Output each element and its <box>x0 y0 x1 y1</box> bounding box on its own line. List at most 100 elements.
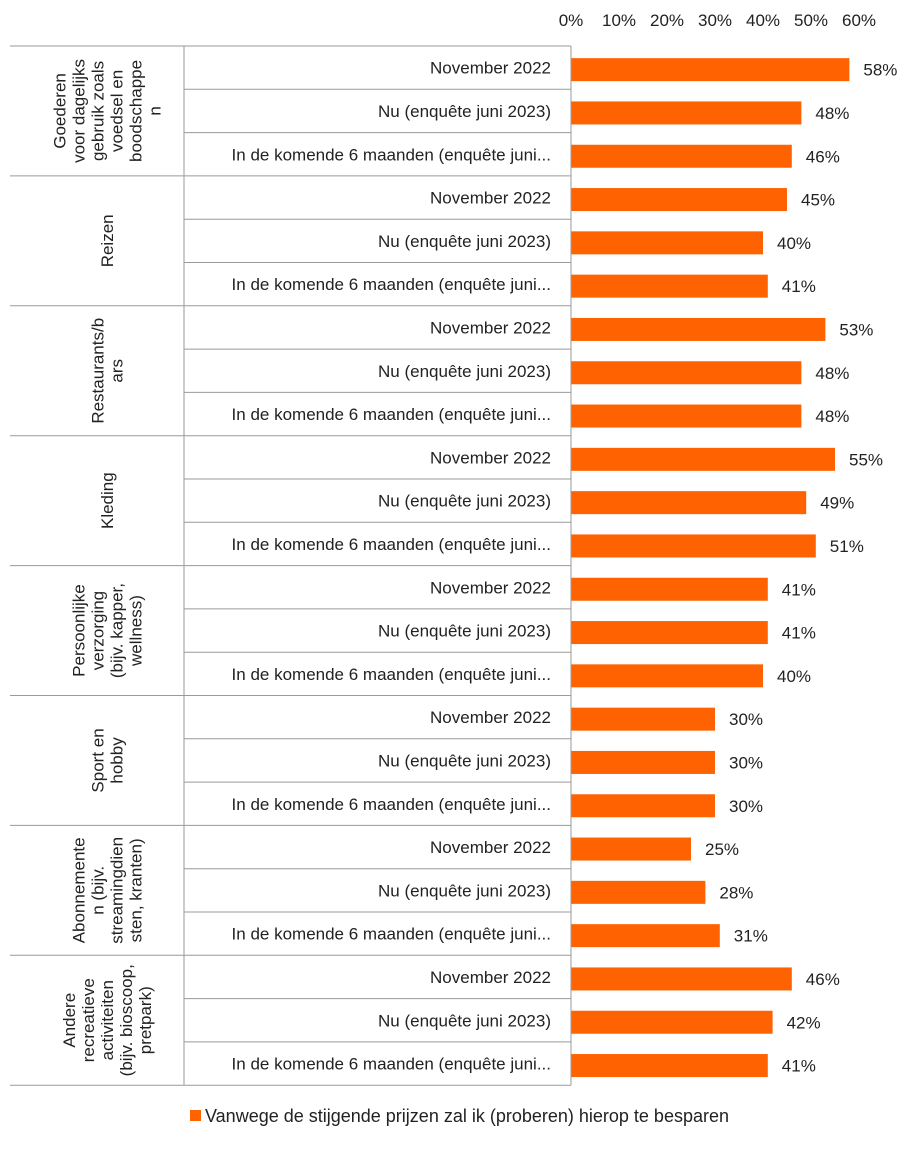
subcategory-label: Nu (enquête juni 2023) <box>378 881 551 900</box>
bar-value-label: 30% <box>729 753 763 772</box>
group-label-line: Kleding <box>98 472 117 529</box>
group-label-line: Reizen <box>98 214 117 267</box>
subcategory-label: Nu (enquête juni 2023) <box>378 492 551 511</box>
bar-value-label: 53% <box>839 320 873 339</box>
subcategory-label: In de komende 6 maanden (enquête juni... <box>232 795 551 814</box>
bar <box>571 621 768 645</box>
group-label: Sport enhobby <box>89 728 127 792</box>
bar <box>571 491 807 515</box>
group-label-line: ars <box>108 359 127 383</box>
subcategory-label: November 2022 <box>430 189 551 208</box>
subcategory-label: In de komende 6 maanden (enquête juni... <box>232 145 551 164</box>
legend: Vanwege de stijgende prijzen zal ik (pro… <box>0 1106 919 1127</box>
group-label-line: pretpark) <box>136 986 155 1054</box>
bar <box>571 837 691 861</box>
bar-value-label: 30% <box>729 710 763 729</box>
group-label-line: gebruik zoals <box>89 61 108 161</box>
bar <box>571 534 816 558</box>
group-label-line: (bijv. kapper, <box>108 583 127 678</box>
bar <box>571 231 763 255</box>
bar <box>571 58 850 82</box>
group-label-line: (bijv. bioscoop, <box>117 964 136 1076</box>
subcategory-label: In de komende 6 maanden (enquête juni... <box>232 275 551 294</box>
bar-value-label: 42% <box>787 1013 821 1032</box>
group-label-line: hobby <box>108 737 127 784</box>
x-tick-label: 10% <box>602 11 636 30</box>
bar-value-label: 28% <box>719 883 753 902</box>
subcategory-label: In de komende 6 maanden (enquête juni... <box>232 665 551 684</box>
subcategory-label: Nu (enquête juni 2023) <box>378 362 551 381</box>
group-label-line: n (bijv. <box>89 866 108 915</box>
group-label-line: recreatieve <box>79 978 98 1062</box>
group-label-line: Andere <box>60 993 79 1048</box>
bar-value-label: 58% <box>863 61 897 80</box>
bar-value-label: 41% <box>782 1057 816 1076</box>
bar-value-label: 46% <box>806 970 840 989</box>
subcategory-label: November 2022 <box>430 318 551 337</box>
subcategory-label: Nu (enquête juni 2023) <box>378 1011 551 1030</box>
group-label-line: Abonnemente <box>70 837 89 943</box>
bar-value-label: 40% <box>777 667 811 686</box>
group-label-line: Goederen <box>51 73 70 149</box>
bar-value-label: 48% <box>815 104 849 123</box>
group-label-line: wellness) <box>127 595 146 667</box>
bar <box>571 924 720 948</box>
group-label-line: boodschappe <box>127 60 146 162</box>
bar <box>571 361 802 385</box>
group-label: Goederenvoor dagelijksgebruik zoalsvoeds… <box>51 59 165 163</box>
bar <box>571 447 835 471</box>
bar-value-label: 41% <box>782 624 816 643</box>
group-label: Restaurants/bars <box>89 318 127 424</box>
group-label-line: streamingdien <box>108 837 127 944</box>
group-label-line: n <box>146 106 165 115</box>
bar <box>571 880 706 904</box>
x-tick-label: 40% <box>746 11 780 30</box>
bar <box>571 144 792 168</box>
bar <box>571 101 802 125</box>
bar <box>571 707 715 731</box>
group-label-line: Persoonlijke <box>70 584 89 677</box>
bar-value-label: 25% <box>705 840 739 859</box>
legend-swatch <box>190 1110 201 1121</box>
group-label-line: voedsel en <box>108 70 127 152</box>
subcategory-label: In de komende 6 maanden (enquête juni... <box>232 925 551 944</box>
group-label-line: sten, kranten) <box>127 838 146 942</box>
bar <box>571 188 787 212</box>
bar-value-label: 40% <box>777 234 811 253</box>
subcategory-label: November 2022 <box>430 838 551 857</box>
group-label: Reizen <box>98 214 117 267</box>
bar-value-label: 41% <box>782 580 816 599</box>
group-label: Andererecreatieveactiviteiten(bijv. bios… <box>60 964 155 1076</box>
bar <box>571 1054 768 1078</box>
subcategory-label: Nu (enquête juni 2023) <box>378 622 551 641</box>
subcategory-label: Nu (enquête juni 2023) <box>378 232 551 251</box>
x-tick-label: 60% <box>842 11 876 30</box>
bar-value-label: 45% <box>801 191 835 210</box>
bar <box>571 1010 773 1034</box>
x-tick-label: 50% <box>794 11 828 30</box>
bar <box>571 794 715 818</box>
subcategory-label: November 2022 <box>430 578 551 597</box>
group-label-line: Sport en <box>89 728 108 792</box>
group-label-line: Restaurants/b <box>89 318 108 424</box>
group-label: Abonnementen (bijv.streamingdiensten, kr… <box>70 837 146 944</box>
x-tick-label: 30% <box>698 11 732 30</box>
bar-value-label: 55% <box>849 450 883 469</box>
group-label-line: verzorging <box>89 591 108 670</box>
group-label-line: voor dagelijks <box>70 59 89 163</box>
bar-value-label: 31% <box>734 927 768 946</box>
subcategory-label: November 2022 <box>430 968 551 987</box>
x-tick-label: 0% <box>559 11 584 30</box>
bar-value-label: 51% <box>830 537 864 556</box>
subcategory-label: November 2022 <box>430 59 551 78</box>
subcategory-label: Nu (enquête juni 2023) <box>378 751 551 770</box>
bar-value-label: 46% <box>806 147 840 166</box>
group-label: Kleding <box>98 472 117 529</box>
bar-value-label: 41% <box>782 277 816 296</box>
bar-value-label: 30% <box>729 797 763 816</box>
subcategory-label: November 2022 <box>430 448 551 467</box>
bar-value-label: 49% <box>820 494 854 513</box>
bar <box>571 664 763 688</box>
bar <box>571 404 802 428</box>
subcategory-label: In de komende 6 maanden (enquête juni... <box>232 1055 551 1074</box>
